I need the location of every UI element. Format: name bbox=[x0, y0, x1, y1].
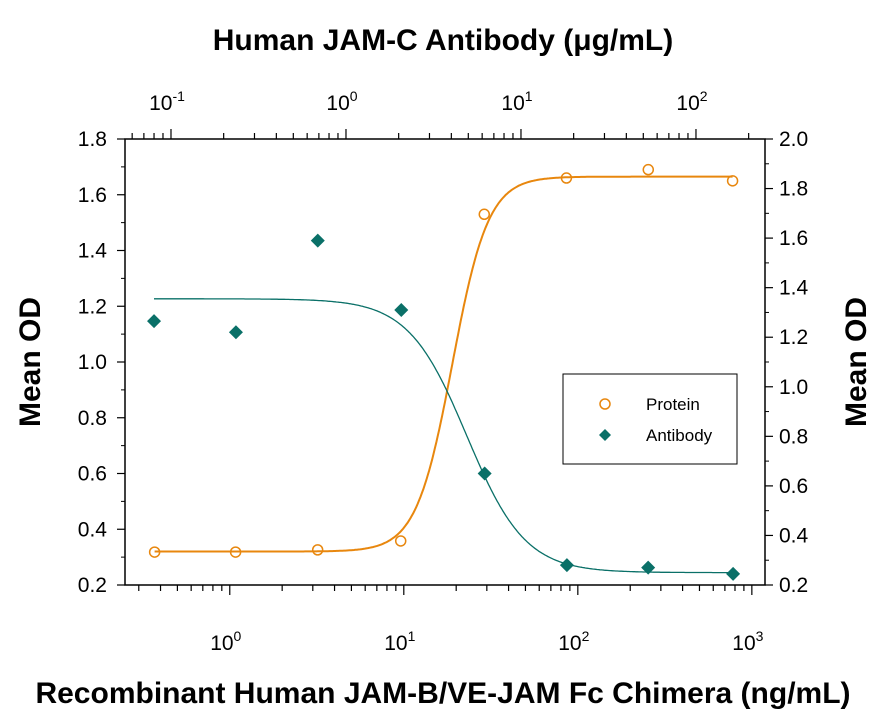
protein-point bbox=[394, 535, 407, 547]
antibody-fit-curve bbox=[154, 298, 734, 574]
y2-axis-tick-label: 1.2 bbox=[779, 326, 808, 349]
antibody-point bbox=[559, 558, 574, 573]
x-axis-tick-label: 100 bbox=[210, 628, 241, 655]
y-axis-tick-label: 1.8 bbox=[78, 128, 107, 151]
antibody-point bbox=[394, 302, 409, 317]
legend-antibody-marker bbox=[599, 429, 611, 441]
chart-title: Human JAM-C Antibody (μg/mL) bbox=[213, 24, 674, 57]
y2-axis-label: Mean OD bbox=[840, 297, 873, 427]
y-axis-tick-label: 0.6 bbox=[78, 463, 107, 486]
protein-point bbox=[726, 175, 739, 187]
antibody-point bbox=[477, 466, 492, 481]
x2-axis-tick-label: 101 bbox=[501, 88, 532, 115]
y-axis-tick-label: 1.4 bbox=[78, 240, 108, 263]
y2-axis-tick-label: 1.4 bbox=[779, 277, 809, 300]
protein-fit-curve bbox=[154, 175, 733, 553]
antibody-point bbox=[310, 233, 325, 248]
legend-antibody-label: Antibody bbox=[646, 426, 713, 445]
protein-point bbox=[478, 208, 491, 221]
legend: Protein Antibody bbox=[562, 373, 738, 465]
y2-axis-tick-label: 1.6 bbox=[779, 227, 808, 250]
x2-axis-tick-label: 102 bbox=[676, 88, 707, 115]
protein-point bbox=[560, 172, 573, 184]
legend-box bbox=[562, 373, 738, 465]
protein-point bbox=[148, 546, 161, 558]
y-axis-tick-label: 1.6 bbox=[78, 184, 107, 207]
x-axis-tick-label: 102 bbox=[558, 628, 589, 655]
y-axis-label: Mean OD bbox=[14, 297, 47, 427]
protein-point bbox=[229, 546, 242, 558]
antibody-point bbox=[228, 325, 243, 340]
legend-protein-label: Protein bbox=[646, 395, 700, 414]
antibody-point bbox=[147, 314, 162, 329]
y2-axis-tick-label: 0.8 bbox=[779, 425, 808, 448]
y2-axis-tick-label: 1.0 bbox=[779, 376, 808, 399]
protein-point bbox=[642, 163, 655, 176]
y-axis-tick-label: 0.4 bbox=[78, 518, 108, 541]
y-axis-tick-label: 0.8 bbox=[78, 407, 107, 430]
y-axis-tick-label: 1.0 bbox=[78, 351, 107, 374]
antibody-point bbox=[641, 560, 656, 575]
plot-frame bbox=[124, 138, 766, 586]
y2-axis-tick-label: 0.2 bbox=[779, 574, 808, 597]
y-axis-tick-label: 0.2 bbox=[78, 574, 107, 597]
y2-axis-tick-label: 2.0 bbox=[779, 128, 808, 151]
x-axis-label: Recombinant Human JAM-B/VE-JAM Fc Chimer… bbox=[35, 677, 850, 710]
x2-axis-tick-label: 100 bbox=[326, 88, 357, 115]
x-axis-tick-label: 103 bbox=[732, 628, 763, 655]
legend-protein-marker bbox=[599, 398, 611, 410]
protein-point bbox=[311, 544, 324, 556]
x2-axis-tick-label: 10-1 bbox=[149, 88, 185, 115]
y2-axis-tick-label: 0.4 bbox=[779, 524, 809, 547]
antibody-point bbox=[726, 566, 741, 581]
x-axis-tick-label: 101 bbox=[384, 628, 415, 655]
y-axis-tick-label: 1.2 bbox=[78, 295, 107, 318]
y2-axis-tick-label: 0.6 bbox=[779, 475, 808, 498]
y2-axis-tick-label: 1.8 bbox=[779, 178, 808, 201]
